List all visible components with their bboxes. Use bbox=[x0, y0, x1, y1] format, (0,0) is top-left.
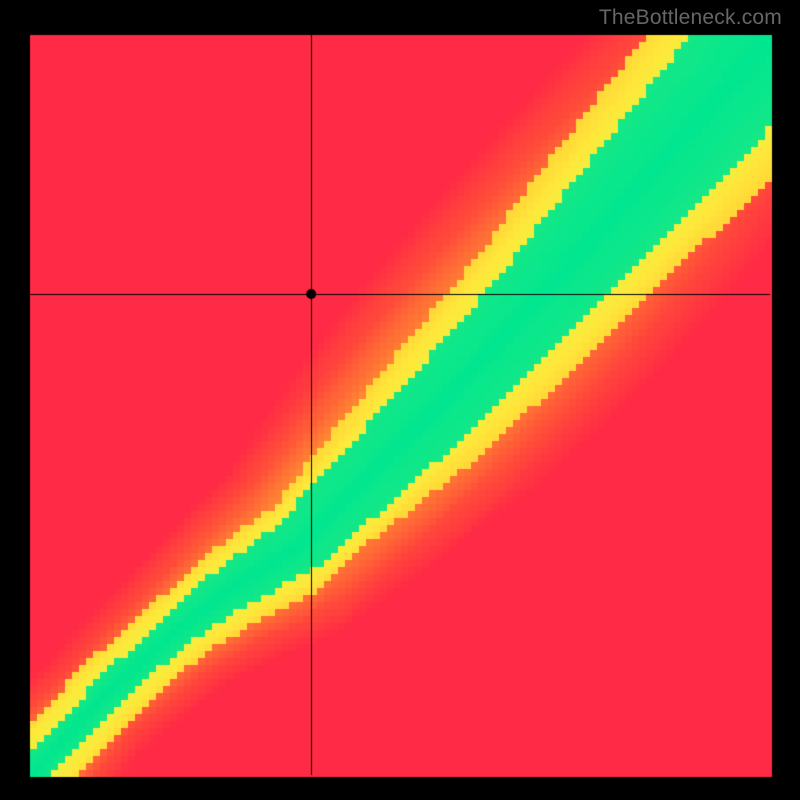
watermark-text: TheBottleneck.com bbox=[599, 6, 782, 30]
crosshair-overlay bbox=[0, 0, 800, 800]
chart-container: TheBottleneck.com bbox=[0, 0, 800, 800]
